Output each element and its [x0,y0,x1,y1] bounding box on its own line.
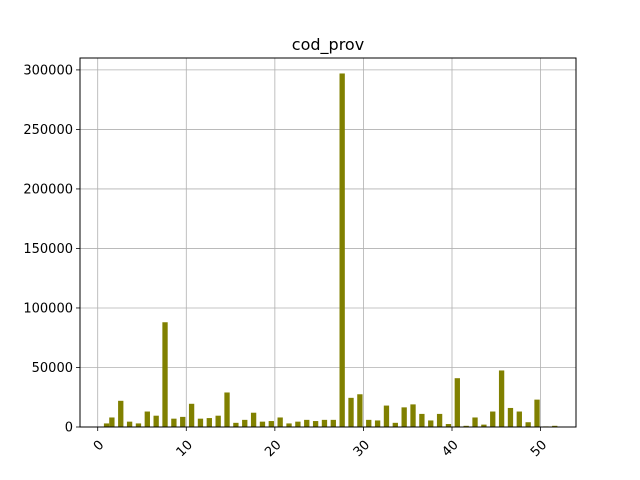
bar [206,418,212,427]
bar [103,423,110,427]
bar [445,424,452,427]
bar [525,422,531,427]
bar [242,419,248,427]
bar [401,407,407,427]
chart-title: cod_prov [292,35,364,55]
x-tick-label: 0 [91,438,107,454]
bar [410,404,416,427]
bar [277,417,283,427]
bar [295,421,301,427]
axes-frame [79,57,577,428]
bar [259,421,266,427]
bar [250,412,257,427]
bar [197,418,204,427]
x-axis-ticks: 0 10 20 30 40 50 [91,427,550,460]
bar [162,322,168,427]
grid-lines [80,58,576,428]
bars-group [103,73,558,428]
y-tick-label: 50000 [32,361,73,376]
y-axis-ticks: 0 50000 100000 150000 200000 250000 300000 [23,63,80,436]
bar [171,418,177,427]
bar [321,419,328,427]
bar [330,419,336,427]
bar [366,419,372,427]
y-tick-label: 300000 [23,63,73,78]
bar [233,422,239,427]
bar [392,422,398,427]
bar [419,413,425,427]
plot-frame [79,57,577,428]
bar [224,392,230,427]
bar [153,415,159,427]
y-tick-label: 250000 [23,123,73,138]
x-tick-label: 30 [351,438,373,460]
bar [357,394,363,427]
bar [339,73,345,428]
bar [188,403,195,427]
y-tick-label: 200000 [23,182,73,197]
bar [215,415,221,427]
bar [109,417,115,427]
x-tick-label: 20 [262,438,284,460]
y-tick-label: 150000 [23,242,73,257]
bar [454,378,460,427]
bar [304,419,310,427]
y-tick-label: 0 [65,421,73,436]
bar [507,407,514,427]
bar [374,420,381,427]
bar [383,405,390,427]
bar [180,416,186,427]
bar [436,413,443,427]
bar [552,425,558,427]
x-tick-label: 50 [528,438,550,460]
bar [144,411,150,427]
x-tick-label: 10 [174,438,196,460]
bar [490,411,496,427]
bar [348,397,354,427]
bar [481,424,487,427]
bar [286,423,292,427]
bar [428,420,434,427]
bar [126,421,133,427]
bar [472,417,478,427]
bar [516,411,522,427]
bar [463,425,469,427]
y-tick-label: 100000 [23,301,73,316]
bar [268,421,274,427]
bar [312,421,319,427]
bar [118,400,124,427]
bar [534,399,540,427]
x-tick-label: 40 [439,438,461,460]
bar [498,370,505,427]
bar [135,423,142,427]
